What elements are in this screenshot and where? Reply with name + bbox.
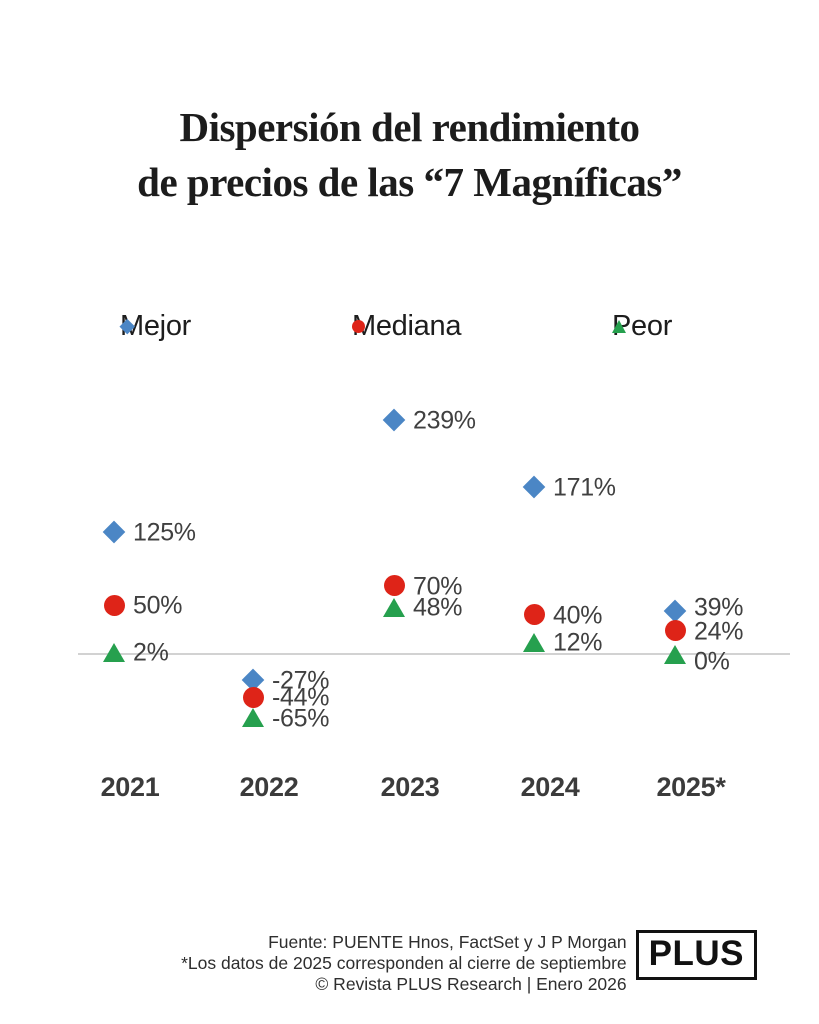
source-note: Fuente: PUENTE Hnos, FactSet y J P Morga… (181, 930, 627, 995)
diamond-marker-mejor-2024 (522, 475, 546, 499)
x-axis-label-2023: 2023 (380, 772, 440, 802)
point-label-mejor-2024: 171% (553, 473, 616, 502)
circle-marker-legend (352, 319, 365, 333)
triangle-marker-peor-2022 (241, 708, 264, 728)
point-label-mediana-2021: 50% (133, 591, 183, 620)
source-line: Fuente: PUENTE Hnos, FactSet y J P Morga… (268, 932, 627, 952)
triangle-marker-peor-2024 (522, 632, 545, 652)
point-label-mejor-2021: 125% (133, 518, 196, 547)
point-label-mediana-2022: -44% (272, 683, 330, 712)
circle-marker-mediana-2023 (383, 575, 405, 597)
x-axis-label-2022: 2022 (239, 772, 299, 802)
point-label-mejor-2022: -27% (272, 666, 330, 695)
point-label-mediana-2023: 70% (413, 572, 463, 601)
point-label-peor-2022: -65% (272, 704, 330, 733)
triangle-marker-peor-2025 (663, 644, 686, 664)
circle-marker-mediana-2021 (103, 594, 125, 616)
legend-label: Mediana (352, 309, 462, 342)
chart-title: Dispersión del rendimiento de precios de … (0, 100, 819, 209)
point-label-peor-2025: 0% (694, 647, 730, 676)
copyright-line: © Revista PLUS Research | Enero 2026 (315, 974, 627, 994)
footnote-line: *Los datos de 2025 corresponden al cierr… (181, 953, 627, 973)
diamond-marker-mejor-2025 (663, 599, 687, 623)
triangle-marker-peor-2023 (382, 597, 405, 617)
point-label-mediana-2025: 24% (694, 617, 744, 646)
plus-logo-text: PLUS (648, 934, 744, 973)
x-axis-label-2021: 2021 (100, 772, 160, 802)
point-label-mejor-2025: 39% (694, 593, 744, 622)
diamond-marker-mejor-2021 (102, 520, 126, 544)
footer: Fuente: PUENTE Hnos, FactSet y J P Morga… (181, 930, 757, 995)
circle-marker-mediana-2022 (242, 686, 264, 708)
diamond-marker-mejor-2023 (382, 408, 406, 432)
chart-title-line1: Dispersión del rendimiento (179, 104, 640, 150)
triangle-marker-legend (612, 319, 626, 333)
zero-baseline (78, 653, 790, 655)
chart-title-line2: de precios de las “7 Magníficas” (137, 158, 682, 205)
circle-marker-mediana-2025 (664, 620, 686, 642)
legend-item-peor: Peor (612, 308, 672, 344)
x-axis-label-2025: 2025* (656, 772, 726, 802)
plus-logo: PLUS (635, 930, 757, 980)
circle-marker-mediana-2024 (523, 604, 545, 626)
legend-item-mejor: Mejor (120, 308, 191, 344)
point-label-mediana-2024: 40% (553, 601, 603, 630)
point-label-mejor-2023: 239% (413, 406, 476, 435)
point-label-peor-2021: 2% (133, 638, 169, 667)
triangle-marker-peor-2021 (102, 642, 125, 662)
point-label-peor-2024: 12% (553, 628, 603, 657)
legend-item-mediana: Mediana (352, 308, 461, 344)
point-label-peor-2023: 48% (413, 593, 463, 622)
x-axis-label-2024: 2024 (520, 772, 580, 802)
